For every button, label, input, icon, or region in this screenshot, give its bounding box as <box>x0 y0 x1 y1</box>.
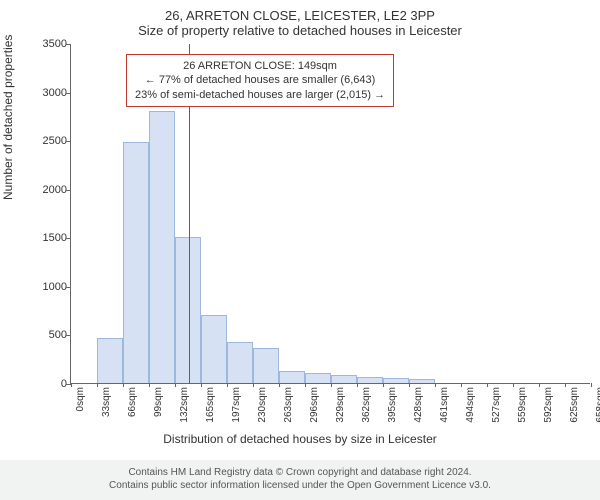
y-tick-label: 3000 <box>33 87 67 99</box>
x-tick-mark <box>591 383 592 387</box>
footer: Contains HM Land Registry data © Crown c… <box>0 460 600 500</box>
x-tick-mark <box>253 383 254 387</box>
histogram-bar <box>97 338 123 383</box>
x-tick-label: 527sqm <box>491 387 502 423</box>
x-tick-label: 559sqm <box>517 387 528 423</box>
x-tick-mark <box>305 383 306 387</box>
chart-container: 26, ARRETON CLOSE, LEICESTER, LE2 3PP Si… <box>0 0 600 500</box>
annotation-line1: 26 ARRETON CLOSE: 149sqm <box>135 59 385 73</box>
y-axis-label: Number of detached properties <box>1 35 15 200</box>
x-tick-mark <box>513 383 514 387</box>
x-tick-label: 625sqm <box>569 387 580 423</box>
y-tick-label: 0 <box>33 378 67 390</box>
y-tick-mark <box>66 238 71 239</box>
histogram-bar <box>149 111 175 383</box>
histogram-bar <box>357 377 383 383</box>
histogram-bar <box>409 379 435 383</box>
y-tick-label: 3500 <box>33 38 67 50</box>
histogram-bar <box>123 142 149 383</box>
x-tick-mark <box>383 383 384 387</box>
x-tick-label: 658sqm <box>595 387 600 423</box>
footer-line2: Contains public sector information licen… <box>8 479 592 492</box>
x-tick-label: 329sqm <box>335 387 346 423</box>
x-tick-label: 461sqm <box>439 387 450 423</box>
histogram-bar <box>279 371 305 383</box>
x-tick-mark <box>357 383 358 387</box>
histogram-bar <box>201 315 227 383</box>
x-tick-mark <box>227 383 228 387</box>
y-tick-mark <box>66 287 71 288</box>
x-tick-mark <box>409 383 410 387</box>
x-tick-mark <box>279 383 280 387</box>
x-tick-label: 230sqm <box>257 387 268 423</box>
x-tick-label: 165sqm <box>205 387 216 423</box>
histogram-bar <box>253 348 279 383</box>
y-tick-mark <box>66 335 71 336</box>
y-tick-mark <box>66 141 71 142</box>
x-tick-label: 395sqm <box>387 387 398 423</box>
y-tick-label: 1500 <box>33 232 67 244</box>
x-tick-mark <box>435 383 436 387</box>
annotation-box: 26 ARRETON CLOSE: 149sqm ← 77% of detach… <box>126 54 394 107</box>
x-tick-mark <box>123 383 124 387</box>
x-tick-label: 494sqm <box>465 387 476 423</box>
x-tick-label: 296sqm <box>309 387 320 423</box>
x-tick-mark <box>97 383 98 387</box>
x-tick-label: 33sqm <box>101 387 112 417</box>
x-tick-label: 362sqm <box>361 387 372 423</box>
x-tick-mark <box>539 383 540 387</box>
y-tick-label: 500 <box>33 329 67 341</box>
y-tick-mark <box>66 44 71 45</box>
x-tick-label: 197sqm <box>231 387 242 423</box>
chart-title-line1: 26, ARRETON CLOSE, LEICESTER, LE2 3PP <box>10 8 590 23</box>
y-tick-label: 2000 <box>33 184 67 196</box>
y-tick-mark <box>66 93 71 94</box>
histogram-bar <box>305 373 331 383</box>
x-tick-mark <box>149 383 150 387</box>
plot-area: 26 ARRETON CLOSE: 149sqm ← 77% of detach… <box>70 44 590 384</box>
x-tick-mark <box>461 383 462 387</box>
x-tick-mark <box>565 383 566 387</box>
x-tick-mark <box>175 383 176 387</box>
histogram-bar <box>383 378 409 383</box>
x-axis-label: Distribution of detached houses by size … <box>10 432 590 446</box>
y-tick-label: 2500 <box>33 135 67 147</box>
x-tick-label: 132sqm <box>179 387 190 423</box>
annotation-line3: 23% of semi-detached houses are larger (… <box>135 88 385 102</box>
x-tick-label: 66sqm <box>127 387 138 417</box>
x-tick-label: 592sqm <box>543 387 554 423</box>
annotation-line2: ← 77% of detached houses are smaller (6,… <box>135 73 385 87</box>
x-tick-mark <box>487 383 488 387</box>
footer-line1: Contains HM Land Registry data © Crown c… <box>8 466 592 479</box>
x-tick-label: 428sqm <box>413 387 424 423</box>
y-tick-label: 1000 <box>33 281 67 293</box>
y-tick-mark <box>66 190 71 191</box>
x-tick-label: 0sqm <box>75 387 86 411</box>
x-tick-label: 99sqm <box>153 387 164 417</box>
x-tick-mark <box>201 383 202 387</box>
histogram-bar <box>227 342 253 383</box>
x-tick-mark <box>331 383 332 387</box>
x-tick-mark <box>71 383 72 387</box>
histogram-bar <box>331 375 357 383</box>
chart-title-line2: Size of property relative to detached ho… <box>10 23 590 38</box>
y-tick-mark <box>66 384 71 385</box>
x-tick-label: 263sqm <box>283 387 294 423</box>
